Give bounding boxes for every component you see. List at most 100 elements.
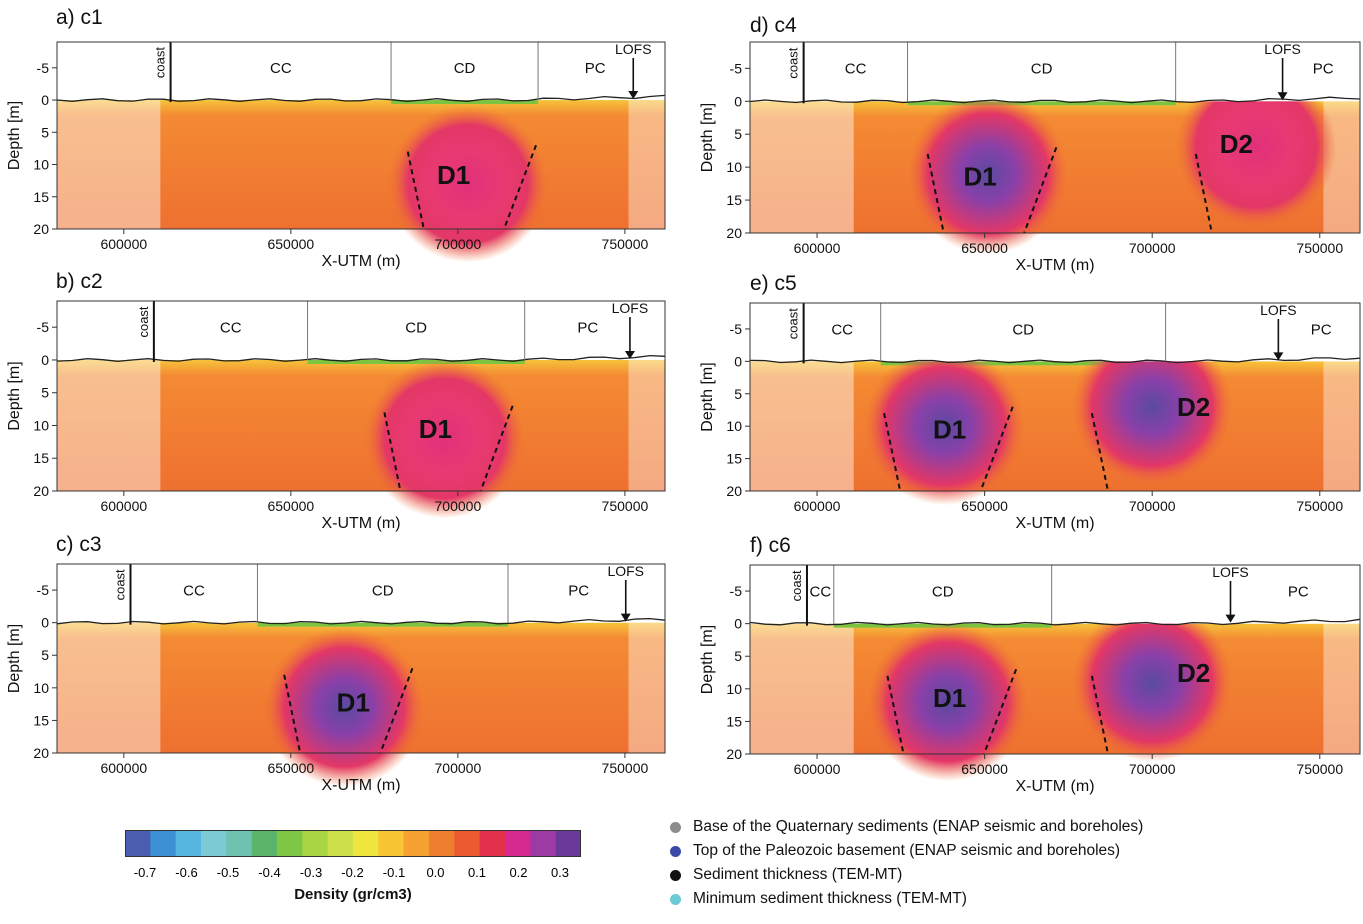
- region-label-cd: CD: [1031, 61, 1053, 78]
- fault-line: [379, 667, 414, 754]
- colorbar: -0.7 -0.6 -0.5 -0.4 -0.3 -0.2 -0.1 0.0 0.1 0.2 0.3…: [125, 830, 582, 913]
- colorbar-swatch: [277, 830, 303, 857]
- fault-line: [983, 668, 1018, 755]
- lofs-arrow-head: [624, 350, 635, 359]
- region-label-cc: CC: [270, 60, 292, 77]
- anomaly-D1: [387, 105, 549, 263]
- y-tick-label: 20: [33, 483, 49, 499]
- colorbar-swatch: [226, 830, 253, 857]
- anomaly-label: D1: [437, 160, 470, 190]
- topography-line: [749, 618, 1361, 626]
- legend-marker: [670, 893, 681, 905]
- topography-strip: [750, 42, 1360, 102]
- x-tick-label: 600000: [794, 240, 841, 256]
- plot-frame: [749, 302, 1361, 492]
- anomaly-label: D1: [964, 161, 997, 191]
- y-tick-label: 0: [41, 352, 49, 368]
- faded-margin-right: [628, 100, 665, 229]
- y-tick-label: 0: [734, 93, 742, 109]
- colorbar-swatch: [150, 830, 177, 857]
- chart-panel-a: D1 coast CC CD PC LOFS -5 0 5 10 15 20 600000 650000 7…: [6, 41, 666, 270]
- sediment-band: [257, 621, 508, 627]
- x-tick-label: 700000: [1129, 240, 1176, 256]
- anomaly-label: D1: [933, 414, 966, 444]
- fault-line: [1194, 153, 1213, 234]
- colorbar-swatch: [327, 830, 354, 857]
- region-label-cc: CC: [810, 583, 832, 600]
- sediment-band: [307, 358, 525, 364]
- fault-line: [479, 405, 514, 492]
- region-label-cd: CD: [454, 60, 476, 77]
- chart-panel-e: D1 D2 coast CC CD PC LOFS -5 0 5 10 15 20 600000 65000…: [699, 302, 1361, 532]
- chart-panel-f: D1 D2 coast CC CD PC LOFS -5 0 5 10 15 20 600000 65000…: [699, 564, 1361, 795]
- panel-d-title: d) c4: [750, 14, 797, 37]
- region-label-coast: coast: [786, 308, 801, 339]
- anomaly-label: D1: [933, 683, 966, 713]
- fault-line: [979, 406, 1014, 492]
- colorbar-tick-label: 0.2: [509, 865, 527, 880]
- region-label-cc: CC: [220, 320, 242, 337]
- topography-line: [56, 354, 666, 362]
- colorbar-tick-label: -0.7: [134, 865, 156, 880]
- y-tick-label: 5: [734, 648, 742, 664]
- density-field: [57, 359, 665, 491]
- y-tick-label: 10: [33, 417, 49, 433]
- chart-panel-b: D1 coast CC CD PC LOFS -5 0 5 10 15 20 600000 650000 7…: [6, 300, 666, 532]
- faded-margin-right: [628, 622, 665, 753]
- legend-item: Base of the Quaternary sediments (ENAP s…: [670, 815, 1360, 839]
- region-label-cc: CC: [845, 61, 867, 78]
- anomaly-label: D1: [337, 687, 370, 717]
- anomaly-D2: [1071, 602, 1233, 762]
- y-tick-label: 0: [734, 616, 742, 632]
- colorbar-tick-label: 0.3: [551, 865, 569, 880]
- colorbar-tick-label: 0.1: [468, 865, 486, 880]
- fault-line: [283, 674, 302, 754]
- region-label-coast: coast: [112, 569, 127, 600]
- topography-strip: [750, 565, 1360, 624]
- x-tick-label: 750000: [1296, 240, 1343, 256]
- topography-line: [749, 357, 1361, 364]
- y-tick-label: -5: [37, 319, 50, 335]
- region-label-cc: CC: [183, 582, 205, 599]
- topography-strip: [57, 42, 665, 101]
- anomaly-D1: [264, 627, 425, 787]
- x-tick-label: 750000: [602, 498, 649, 514]
- y-tick-label: -5: [37, 582, 50, 598]
- lofs-arrow-head: [628, 91, 639, 100]
- density-field: [750, 623, 1360, 754]
- faded-margin-left: [57, 100, 161, 229]
- x-tick-label: 700000: [435, 236, 482, 252]
- fault-label-lofs: LOFS: [1212, 564, 1249, 580]
- anomaly-label: D2: [1177, 392, 1210, 422]
- y-tick-label: 5: [734, 386, 742, 402]
- anomaly-D1: [907, 93, 1069, 254]
- x-axis-label: X-UTM (m): [321, 253, 400, 270]
- region-label-pc: PC: [568, 582, 589, 599]
- fault-label-lofs: LOFS: [1264, 41, 1301, 57]
- y-tick-label: 20: [726, 483, 742, 499]
- y-tick-label: 15: [33, 189, 49, 205]
- plot-frame: [56, 41, 666, 230]
- faded-margin-right: [1323, 361, 1360, 491]
- colorbar-frame: [125, 830, 581, 857]
- anomaly-label: D2: [1220, 129, 1253, 159]
- region-label-coast: coast: [136, 306, 151, 337]
- legend-label: Base of the Quaternary sediments (ENAP s…: [693, 818, 1144, 835]
- lofs-arrow-head: [1225, 614, 1236, 623]
- colorbar-tick-label: -0.5: [217, 865, 239, 880]
- y-axis-label: Depth [m]: [699, 103, 716, 172]
- faded-margin-left: [57, 359, 161, 491]
- y-axis-label: Depth [m]: [6, 361, 23, 430]
- colorbar-swatch: [505, 830, 531, 857]
- legend-item: Top of the Paleozoic basement (ENAP seis…: [670, 839, 1360, 863]
- x-tick-label: 750000: [1296, 761, 1343, 777]
- legend-item: Minimum sediment thickness (TEM-MT): [670, 887, 1360, 911]
- region-label-cd: CD: [405, 320, 427, 337]
- region-label-cd: CD: [932, 583, 954, 600]
- y-tick-label: 15: [726, 451, 742, 467]
- x-tick-label: 750000: [602, 760, 649, 776]
- region-label-cd: CD: [1012, 321, 1034, 338]
- density-field: [57, 100, 665, 229]
- x-tick-label: 650000: [267, 236, 314, 252]
- x-tick-label: 700000: [1129, 761, 1176, 777]
